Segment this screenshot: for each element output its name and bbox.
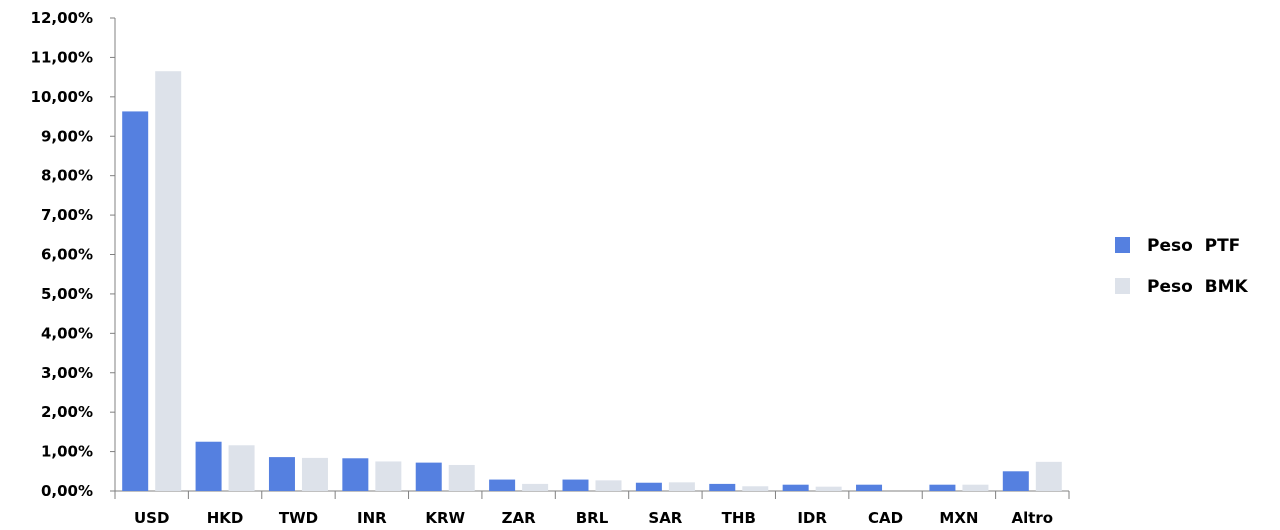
legend: Peso PTF Peso BMK bbox=[1115, 236, 1248, 297]
x-tick-label: CAD bbox=[868, 509, 903, 526]
y-tick-label: 4,00% bbox=[41, 324, 93, 342]
y-tick-label: 6,00% bbox=[41, 246, 93, 264]
bar-bmk-mxn bbox=[962, 484, 989, 491]
bar-ptf-idr bbox=[782, 484, 809, 491]
bar-ptf-sar bbox=[635, 482, 662, 491]
x-tick-label: KRW bbox=[425, 509, 465, 526]
y-tick-label: 3,00% bbox=[41, 364, 93, 382]
x-tick-label: TWD bbox=[279, 509, 318, 526]
legend-label-bmk: Peso BMK bbox=[1147, 277, 1248, 297]
bar-ptf-inr bbox=[342, 458, 369, 491]
y-tick-label: 7,00% bbox=[41, 206, 93, 224]
y-tick-label: 2,00% bbox=[41, 403, 93, 421]
bar-bmk-usd bbox=[155, 71, 182, 492]
legend-swatch-bmk bbox=[1115, 278, 1130, 294]
x-tick-label: BRL bbox=[576, 509, 609, 526]
bar-ptf-cad bbox=[856, 484, 883, 491]
y-tick-label: 0,00% bbox=[41, 482, 93, 500]
bar-bmk-idr bbox=[815, 486, 842, 491]
bar-ptf-hkd bbox=[195, 441, 222, 491]
y-tick-label: 5,00% bbox=[41, 285, 93, 303]
bar-bmk-inr bbox=[375, 461, 402, 491]
y-axis: 0,00% 1,00% 2,00% 3,00% 4,00% 5,00% 6,00% 7,00%… bbox=[31, 9, 116, 500]
y-tick-label: 1,00% bbox=[41, 443, 93, 461]
bars bbox=[122, 71, 1062, 492]
x-tick-label: INR bbox=[357, 509, 387, 526]
bar-ptf-krw bbox=[415, 462, 442, 491]
bar-bmk-krw bbox=[448, 464, 475, 491]
bar-ptf-usd bbox=[122, 111, 149, 491]
x-tick-label: SAR bbox=[648, 509, 682, 526]
bar-ptf-zar bbox=[489, 479, 516, 491]
x-tick-label: Altro bbox=[1011, 509, 1053, 526]
x-tick-label: HKD bbox=[207, 509, 244, 526]
legend-swatch-ptf bbox=[1115, 237, 1130, 253]
bar-bmk-thb bbox=[742, 486, 769, 491]
bar-ptf-brl bbox=[562, 479, 589, 491]
bar-bmk-hkd bbox=[228, 445, 255, 491]
bar-ptf-thb bbox=[709, 483, 736, 491]
legend-label-ptf: Peso PTF bbox=[1147, 236, 1240, 256]
bar-bmk-brl bbox=[595, 480, 622, 491]
bar-bmk-zar bbox=[522, 483, 549, 491]
x-tick-label: IDR bbox=[797, 509, 827, 526]
bar-ptf-twd bbox=[268, 457, 295, 491]
bar-ptf-mxn bbox=[929, 484, 956, 491]
x-axis: USD HKD TWD INR KRW ZAR BRL SAR THB IDR CAD MXN Altr… bbox=[114, 490, 1070, 527]
y-tick-label: 8,00% bbox=[41, 167, 93, 185]
bar-bmk-sar bbox=[668, 482, 695, 491]
y-tick-label: 12,00% bbox=[31, 9, 93, 27]
bar-bmk-twd bbox=[301, 457, 328, 491]
x-tick-label: MXN bbox=[939, 509, 978, 526]
x-tick-label: THB bbox=[722, 509, 756, 526]
y-tick-label: 11,00% bbox=[31, 48, 93, 66]
bar-bmk-altro bbox=[1035, 461, 1062, 491]
y-tick-label: 10,00% bbox=[31, 88, 93, 106]
bar-ptf-altro bbox=[1002, 471, 1029, 491]
y-tick-label: 9,00% bbox=[41, 127, 93, 145]
x-tick-label: ZAR bbox=[502, 509, 536, 526]
x-tick-label: USD bbox=[134, 509, 169, 526]
